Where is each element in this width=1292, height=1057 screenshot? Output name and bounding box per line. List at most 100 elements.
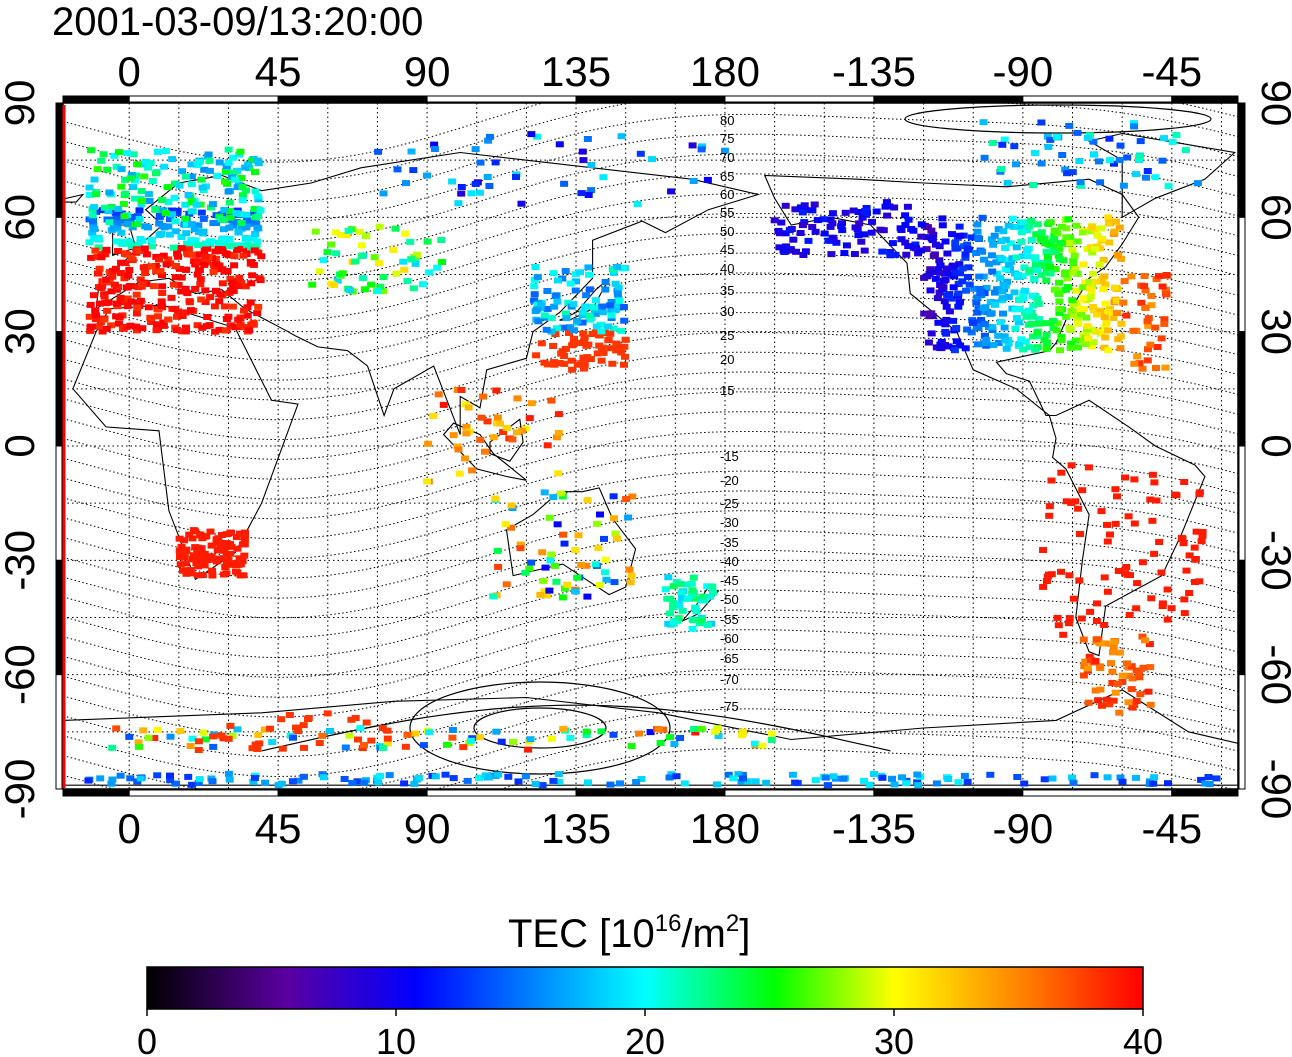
tec-cell (185, 531, 194, 538)
tec-cell (278, 745, 287, 752)
tec-cell (903, 203, 912, 210)
tec-cell (493, 547, 502, 554)
tec-cell (729, 775, 738, 782)
tec-cell (927, 227, 936, 234)
tec-cell (674, 615, 683, 622)
tec-cell (620, 361, 628, 368)
longitude-tick-label: 0 (118, 48, 141, 95)
tec-cell (230, 560, 239, 567)
tec-cell (1180, 479, 1189, 485)
tec-cell (221, 178, 229, 185)
mag-lat-contour (63, 391, 1238, 480)
tec-cell (126, 775, 135, 782)
tec-cell (804, 237, 813, 244)
tec-cell (563, 581, 572, 588)
tec-cell (1081, 279, 1090, 286)
mag-lat-contour (63, 569, 1238, 659)
tec-cell (193, 572, 202, 579)
tec-cell (988, 268, 997, 275)
tec-cell (609, 269, 618, 276)
tec-cell (1132, 774, 1140, 781)
tec-cell (898, 774, 906, 781)
frame-bar-segment (277, 789, 428, 797)
tec-cell (1061, 166, 1070, 173)
tec-cell (543, 288, 552, 294)
tec-cell (770, 217, 779, 224)
tec-cell (1141, 637, 1149, 644)
tec-cell (358, 275, 367, 282)
tec-cell (592, 323, 601, 330)
tec-cell (170, 194, 179, 201)
tec-cell (1155, 539, 1164, 545)
tec-cell (1201, 780, 1210, 787)
tec-cell (1087, 326, 1096, 333)
tec-cell (902, 780, 911, 787)
tec-cell (168, 211, 177, 218)
tec-cell (1023, 247, 1031, 254)
tec-cell (242, 211, 251, 218)
tec-cell (1198, 533, 1207, 539)
tec-cell (991, 289, 999, 296)
tec-cell (181, 201, 190, 208)
tec-cell (538, 782, 547, 789)
tec-cell (1096, 686, 1105, 693)
tec-cell (1037, 119, 1046, 126)
frame-bar-segment (1238, 445, 1246, 561)
tec-cell (1073, 129, 1082, 136)
magnetic-latitude-labels: 8075706560555045403530252015-15-20-25-30… (720, 113, 739, 714)
tec-cell (1001, 245, 1010, 251)
tec-cell (963, 241, 972, 248)
tec-cell (974, 325, 983, 331)
tec-cell (553, 521, 562, 528)
tec-cell (1065, 325, 1074, 331)
tec-cell (1076, 182, 1085, 189)
tec-cell (938, 283, 947, 290)
tec-cell (200, 261, 209, 268)
tec-cell (406, 238, 415, 245)
tec-cell (118, 217, 127, 224)
tec-cell (102, 300, 111, 306)
tec-cell (136, 236, 145, 242)
tec-cell (904, 216, 913, 223)
colorbar-gradient (146, 966, 1144, 1010)
frame-bar-segment (1171, 789, 1239, 797)
tec-cell (1069, 595, 1078, 602)
tec-cell (311, 228, 320, 235)
tec-cell (547, 397, 556, 404)
mag-lat-contour (63, 292, 1238, 381)
tec-cell (609, 325, 618, 332)
tec-cell (413, 251, 422, 258)
tec-cell (929, 231, 938, 238)
tec-cell (977, 308, 986, 315)
tec-cell (475, 189, 484, 196)
tec-cell (1086, 285, 1095, 292)
tec-cell (1019, 219, 1028, 226)
tec-cell (117, 259, 126, 266)
tec-cell (689, 574, 698, 581)
tec-cell (935, 243, 944, 250)
tec-cell (90, 176, 99, 183)
tec-cell (1020, 309, 1029, 316)
tec-cell (1084, 335, 1093, 342)
tec-cell (1068, 169, 1077, 176)
tec-cell (949, 317, 958, 324)
tec-cell (1101, 281, 1110, 288)
tec-cell (225, 208, 234, 215)
tec-cell (189, 555, 197, 562)
tec-cell (220, 303, 229, 310)
tec-cell (1144, 315, 1153, 322)
tec-cell (468, 467, 477, 474)
longitude-tick-label: 135 (541, 805, 611, 852)
tec-cell (201, 253, 210, 260)
tec-cell (613, 535, 622, 542)
tec-cell (197, 296, 206, 303)
tec-cell (1105, 135, 1114, 142)
tec-cell (1096, 665, 1105, 672)
latitude-tick-label: 0 (0, 434, 43, 457)
tec-cell (560, 585, 569, 592)
tec-cell (573, 318, 582, 324)
tec-cell (1132, 171, 1141, 178)
tec-cell (112, 300, 121, 307)
tec-cell (499, 429, 508, 435)
